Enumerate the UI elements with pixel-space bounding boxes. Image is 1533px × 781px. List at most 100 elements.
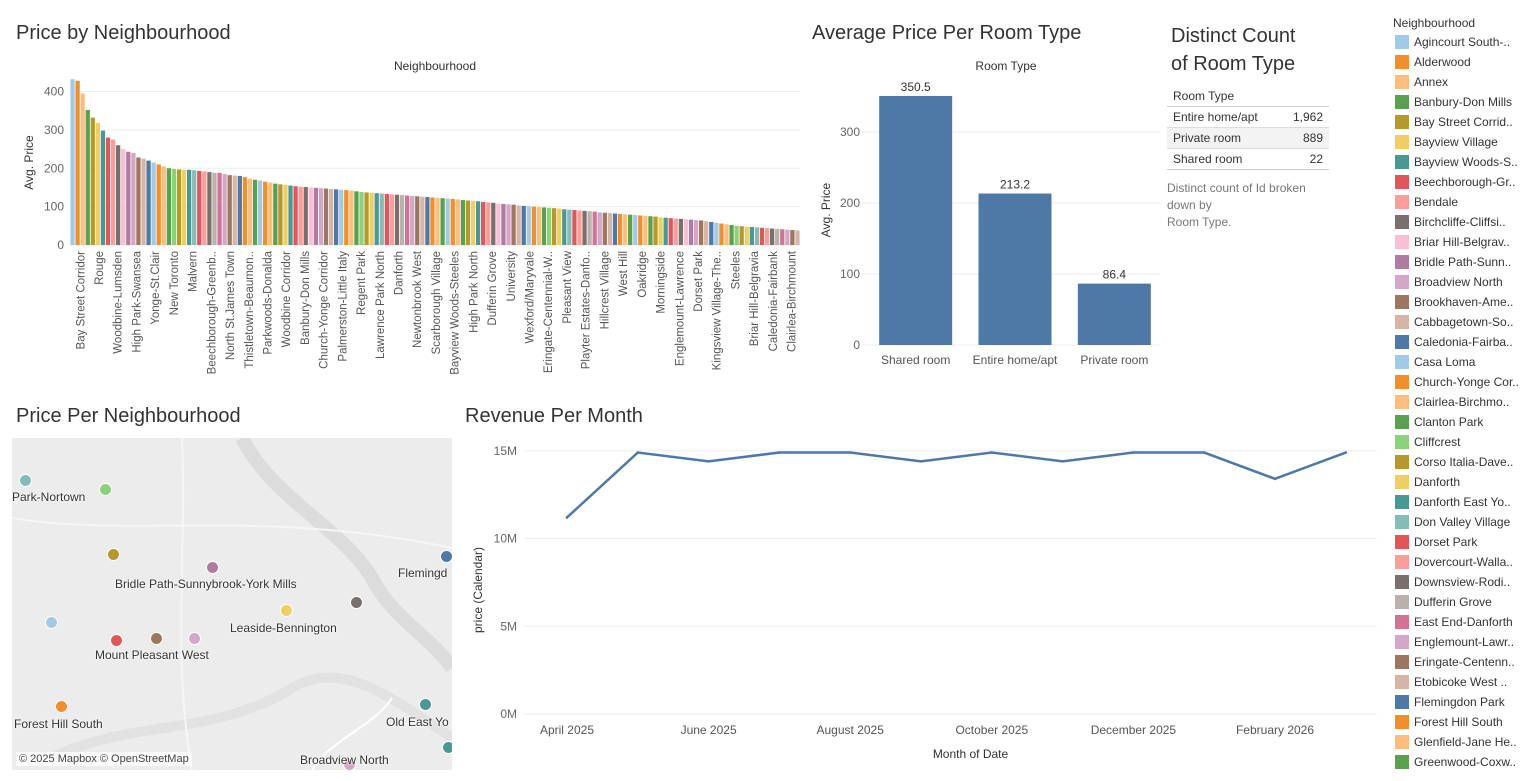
x-tick-label: Hillcrest Village [599,251,611,329]
map-point[interactable] [419,698,432,711]
map-point[interactable] [440,550,452,563]
legend-swatch [1395,295,1409,309]
legend-item[interactable]: Etobicoke West .. [1395,672,1507,692]
legend-item[interactable]: Greenwood-Coxw.. [1395,752,1516,772]
legend-item[interactable]: Brookhaven-Ame.. [1395,292,1513,312]
legend-item[interactable]: Beechborough-Gr.. [1395,172,1515,192]
legend-item[interactable]: Bay Street Corrid.. [1395,112,1513,132]
legend-item[interactable]: Briar Hill-Belgrav.. [1395,232,1510,252]
x-tick-label: Palmerston-Little Italy [337,251,349,362]
map-point[interactable] [45,616,58,629]
legend-label: Bay Street Corrid.. [1414,115,1513,129]
legend-item[interactable]: Glenfield-Jane He.. [1395,732,1517,752]
bar [764,228,770,245]
legend-item[interactable]: Danforth East Yo.. [1395,492,1511,512]
legend-item[interactable]: Birchcliffe-Cliffsi.. [1395,212,1506,232]
x-tick-label: Eringate-Centennial-W.. [543,251,555,373]
legend-item[interactable]: Alderwood [1395,52,1471,72]
legend-item[interactable]: Don Valley Village [1395,512,1510,532]
bar [349,190,354,245]
x-axis-title: Month of Date [933,747,1009,761]
table-row[interactable]: Shared room 22 [1167,149,1329,170]
bar [197,170,202,245]
table-row[interactable]: Private room 889 [1167,127,1329,149]
legend-item[interactable]: Danforth [1395,472,1460,492]
bar [293,186,298,245]
avg-price-room-type-chart[interactable]: Room Type 0 100 200 300 Avg. Price 350.5 Shared… [810,55,1165,375]
map-point[interactable] [350,596,363,609]
legend-swatch [1395,395,1409,409]
legend-item[interactable]: Casa Loma [1395,352,1475,372]
bar [1077,283,1151,345]
legend-swatch [1395,595,1409,609]
legend-item[interactable]: Banbury-Don Mills [1395,92,1512,112]
price-by-neighbourhood-chart[interactable]: Neighbourhood 0 100 200 300 400 Avg. Price Bay … [10,55,805,395]
map-point[interactable] [442,741,452,754]
legend-item[interactable]: Dovercourt-Walla.. [1395,552,1513,572]
table-row[interactable]: Entire home/apt 1,962 [1167,107,1329,128]
legend-item[interactable]: Clanton Park [1395,412,1483,432]
legend-swatch [1395,255,1409,269]
legend-swatch [1395,275,1409,289]
legend-swatch [1395,635,1409,649]
legend-item[interactable]: Caledonia-Fairba.. [1395,332,1513,352]
y-axis-title: price (Calendar) [471,547,485,633]
legend-item[interactable]: Church-Yonge Cor.. [1395,372,1519,392]
map-point[interactable] [343,758,356,770]
x-tick-label: Englemount-Lawrence [674,251,686,366]
bar [521,205,526,245]
legend-item[interactable]: Agincourt South-.. [1395,32,1510,52]
data-point [1273,477,1277,481]
bar [759,227,765,245]
bar [587,211,592,245]
legend-item[interactable]: Corso Italia-Dave.. [1395,452,1513,472]
bar [450,198,455,245]
map-point[interactable] [110,634,123,647]
bar [704,221,709,245]
x-tick-label: Danforth [394,251,406,295]
legend-item[interactable]: Broadview North [1395,272,1503,292]
legend-item[interactable]: Bendale [1395,192,1458,212]
map-label: Flemingd [398,566,448,580]
legend-item[interactable]: Dorset Park [1395,532,1477,552]
bar [501,203,506,245]
legend-item[interactable]: Eringate-Centenn.. [1395,652,1515,672]
legend-item[interactable]: Clairlea-Birchmo.. [1395,392,1509,412]
map-point[interactable] [107,548,120,561]
legend-item[interactable]: Bridle Path-Sunn.. [1395,252,1511,272]
legend-swatch [1395,55,1409,69]
neighbourhood-map[interactable]: Park-Nortown Bridle Path-Sunnybrook-York… [12,438,452,770]
map-point[interactable] [188,632,201,645]
legend-item[interactable]: East End-Danforth [1395,612,1513,632]
bar [288,185,293,245]
legend-swatch [1395,335,1409,349]
y-tick-label: 0 [853,338,860,352]
x-tick-label: University [506,251,518,302]
map-point[interactable] [99,483,112,496]
legend-item[interactable]: Cliffcrest [1395,432,1460,452]
x-tick-label: June 2025 [681,723,737,737]
map-point[interactable] [206,561,219,574]
legend-item[interactable]: Englemount-Lawr.. [1395,632,1514,652]
revenue-per-month-chart[interactable]: 0M 5M 10M 15M price (Calendar) April 2025 June… [462,432,1382,772]
legend-item[interactable]: Downsview-Rodi.. [1395,572,1510,592]
bar [475,201,481,245]
legend-item[interactable]: Forest Hill South [1395,712,1503,732]
map-point[interactable] [280,604,293,617]
legend-swatch [1395,515,1409,529]
legend-item[interactable]: Flemingdon Park [1395,692,1505,712]
legend-label: Eringate-Centenn.. [1414,655,1515,669]
legend-item[interactable]: Dufferin Grove [1395,592,1492,612]
map-point[interactable] [150,632,163,645]
map-point[interactable] [19,474,32,487]
legend-item[interactable]: Cabbagetown-So.. [1395,312,1513,332]
x-tick-label: Scarborough Village [431,251,443,354]
legend-item[interactable]: Annex [1395,72,1448,92]
bar [126,151,131,245]
y-tick-label: 10M [494,532,517,546]
legend-item[interactable]: Bayview Village [1395,132,1498,152]
map-point[interactable] [55,700,68,713]
legend-swatch [1395,175,1409,189]
legend-item[interactable]: Bayview Woods-S.. [1395,152,1518,172]
x-tick-label: December 2025 [1091,723,1177,737]
